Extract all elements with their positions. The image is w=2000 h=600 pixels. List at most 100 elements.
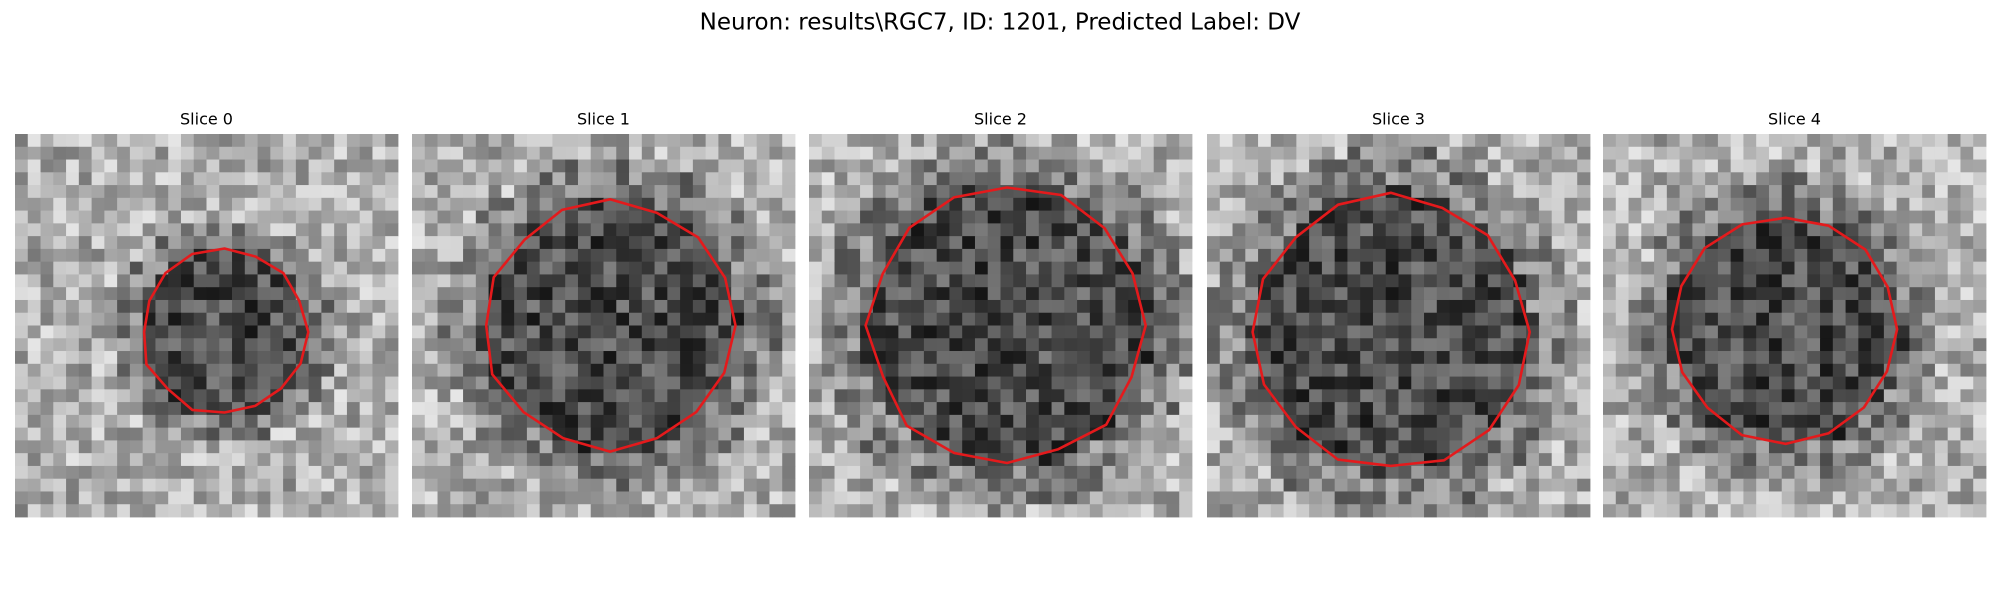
image-pixel (1730, 248, 1744, 263)
image-pixel (654, 351, 668, 365)
image-pixel (1513, 402, 1527, 416)
image-pixel (232, 261, 246, 275)
image-pixel (1102, 376, 1116, 390)
image-pixel (1909, 402, 1923, 416)
image-pixel (1500, 363, 1514, 377)
image-pixel (66, 504, 80, 518)
image-pixel (346, 210, 361, 224)
image-pixel (1743, 389, 1757, 403)
image-pixel (1026, 389, 1040, 403)
image-pixel (155, 427, 169, 441)
image-pixel (206, 325, 220, 339)
image-pixel (308, 159, 322, 173)
image-pixel (718, 146, 732, 160)
image-pixel (1385, 261, 1399, 275)
image-pixel (577, 274, 592, 288)
image-pixel (321, 414, 335, 429)
image-pixel (514, 299, 528, 314)
image-pixel (15, 287, 29, 301)
image-pixel (1922, 465, 1936, 480)
image-pixel (1628, 210, 1642, 224)
image-pixel (1102, 210, 1116, 224)
image-pixel (680, 453, 694, 467)
image-pixel (1026, 146, 1040, 160)
image-pixel (731, 427, 745, 441)
image-pixel (450, 504, 464, 518)
image-pixel (911, 440, 925, 454)
image-pixel (1807, 491, 1821, 505)
image-pixel (1756, 376, 1770, 390)
image-pixel (1475, 465, 1489, 480)
image-pixel (1756, 312, 1770, 326)
image-pixel (743, 440, 758, 454)
image-pixel (1781, 134, 1795, 148)
image-pixel (501, 274, 515, 288)
image-pixel (577, 287, 592, 301)
image-pixel (1475, 210, 1489, 224)
image-pixel (270, 197, 284, 211)
image-pixel (1153, 504, 1167, 518)
image-pixel (1487, 478, 1502, 492)
image-pixel (1411, 338, 1425, 352)
image-pixel (1077, 453, 1091, 467)
image-pixel (860, 185, 874, 199)
image-pixel (1883, 261, 1898, 275)
image-pixel (847, 134, 861, 148)
image-pixel (1679, 236, 1693, 250)
image-pixel (577, 376, 592, 390)
image-pixel (1717, 376, 1732, 390)
image-pixel (1372, 210, 1387, 224)
image-pixel (359, 325, 373, 339)
image-pixel (1232, 389, 1246, 403)
image-pixel (769, 363, 783, 377)
image-pixel (1258, 197, 1272, 211)
image-pixel (244, 363, 258, 377)
image-pixel (1309, 197, 1323, 211)
image-pixel (1219, 376, 1233, 390)
image-pixel (705, 146, 719, 160)
image-pixel (577, 478, 592, 492)
image-pixel (821, 478, 835, 492)
image-pixel (1077, 274, 1091, 288)
image-pixel (1832, 440, 1846, 454)
image-pixel (1089, 491, 1104, 505)
image-pixel (450, 465, 464, 480)
image-pixel (193, 325, 207, 339)
image-pixel (962, 414, 976, 429)
image-pixel (27, 236, 41, 250)
image-pixel (1756, 504, 1770, 518)
image-pixel (488, 389, 502, 403)
image-pixel (40, 440, 54, 454)
image-pixel (1013, 236, 1027, 250)
image-pixel (244, 491, 258, 505)
image-pixel (1628, 504, 1642, 518)
image-pixel (501, 427, 515, 441)
image-pixel (1232, 338, 1246, 352)
image-pixel (1960, 338, 1974, 352)
image-pixel (40, 312, 54, 326)
image-pixel (1219, 236, 1233, 250)
image-pixel (1270, 197, 1284, 211)
image-pixel (1232, 465, 1246, 480)
image-pixel (1360, 261, 1374, 275)
image-pixel (1628, 389, 1642, 403)
image-pixel (91, 299, 105, 314)
image-pixel (834, 363, 848, 377)
image-pixel (1179, 402, 1193, 416)
image-pixel (1179, 299, 1193, 314)
image-pixel (1603, 274, 1617, 288)
image-pixel (629, 274, 643, 288)
image-pixel (1577, 210, 1591, 224)
image-pixel (270, 312, 284, 326)
image-pixel (463, 376, 477, 390)
image-pixel (372, 287, 386, 301)
image-pixel (1077, 197, 1091, 211)
image-pixel (1462, 453, 1476, 467)
image-pixel (1909, 440, 1923, 454)
image-pixel (1513, 427, 1527, 441)
image-pixel (1449, 185, 1463, 199)
image-pixel (78, 478, 92, 492)
image-pixel (257, 338, 271, 352)
image-pixel (1973, 363, 1987, 377)
image-pixel (756, 287, 770, 301)
